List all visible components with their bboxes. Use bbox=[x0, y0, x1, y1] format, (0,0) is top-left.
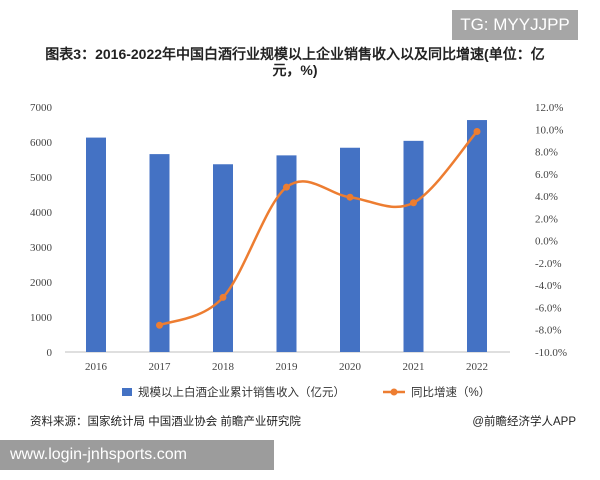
legend-line-marker bbox=[390, 388, 398, 396]
left-axis-tick: 6000 bbox=[30, 137, 53, 149]
growth-point bbox=[473, 128, 481, 135]
growth-line bbox=[158, 130, 478, 327]
right-axis-tick: -6.0% bbox=[535, 302, 562, 314]
x-tick-2020: 2020 bbox=[339, 361, 362, 373]
x-tick-2022: 2022 bbox=[466, 361, 488, 373]
growth-point bbox=[283, 183, 290, 191]
right-axis-tick: 0.0% bbox=[535, 236, 558, 248]
growth-point bbox=[346, 193, 354, 201]
right-axis-tick: -8.0% bbox=[535, 325, 562, 337]
bar-2022 bbox=[467, 120, 487, 353]
bar-2016 bbox=[86, 137, 106, 352]
legend-bar-label: 规模以上白酒企业累计销售收入（亿元） bbox=[138, 385, 345, 399]
legend-line-label: 同比增速（%） bbox=[411, 385, 490, 399]
left-axis-tick: 0 bbox=[47, 347, 53, 359]
chart-title: 图表3：2016-2022年中国白酒行业规模以上企业销售收入以及同比增速(单位：… bbox=[45, 46, 545, 78]
right-axis-tick: 12.0% bbox=[535, 102, 563, 114]
bar-2020 bbox=[340, 147, 360, 352]
right-axis-tick: 8.0% bbox=[535, 147, 558, 159]
legend-bar-swatch bbox=[122, 388, 132, 396]
x-tick-2021: 2021 bbox=[403, 361, 425, 373]
left-axis-tick: 5000 bbox=[30, 172, 53, 184]
right-axis-tick: 6.0% bbox=[535, 169, 558, 181]
x-tick-2019: 2019 bbox=[276, 361, 299, 373]
right-axis-tick: -4.0% bbox=[535, 280, 562, 292]
x-tick-2017: 2017 bbox=[149, 361, 172, 373]
x-tick-2016: 2016 bbox=[85, 361, 108, 373]
bar-2018 bbox=[213, 164, 233, 352]
growth-point bbox=[156, 321, 163, 329]
watermark-tag: TG: MYYJJPP bbox=[452, 10, 578, 40]
publisher: @前瞻经济学人APP bbox=[472, 416, 576, 428]
bar-2017 bbox=[149, 154, 170, 352]
left-axis-tick: 4000 bbox=[30, 207, 53, 219]
growth-point bbox=[219, 293, 227, 301]
right-axis-tick: -2.0% bbox=[535, 258, 562, 270]
right-axis-tick: -10.0% bbox=[535, 347, 567, 359]
right-axis-tick: 4.0% bbox=[535, 191, 558, 203]
left-axis-tick: 7000 bbox=[30, 102, 53, 114]
left-axis-tick: 2000 bbox=[30, 277, 53, 289]
right-axis-tick: 10.0% bbox=[535, 124, 563, 136]
x-tick-2018: 2018 bbox=[212, 361, 235, 373]
bar-2019 bbox=[276, 155, 297, 352]
bar-2021 bbox=[403, 140, 424, 352]
growth-point bbox=[410, 199, 417, 207]
left-axis-tick: 3000 bbox=[30, 242, 53, 254]
right-axis-tick: 2.0% bbox=[535, 213, 558, 225]
chart: 0 1000 2000 3000 4000 5000 6000 7000 -10.0% -8.0%… bbox=[30, 102, 567, 399]
left-axis-tick: 1000 bbox=[30, 312, 53, 324]
site-banner: www.login-jnhsports.com bbox=[0, 440, 274, 470]
source-note: 资料来源：国家统计局 中国酒业协会 前瞻产业研究院 bbox=[30, 416, 301, 428]
